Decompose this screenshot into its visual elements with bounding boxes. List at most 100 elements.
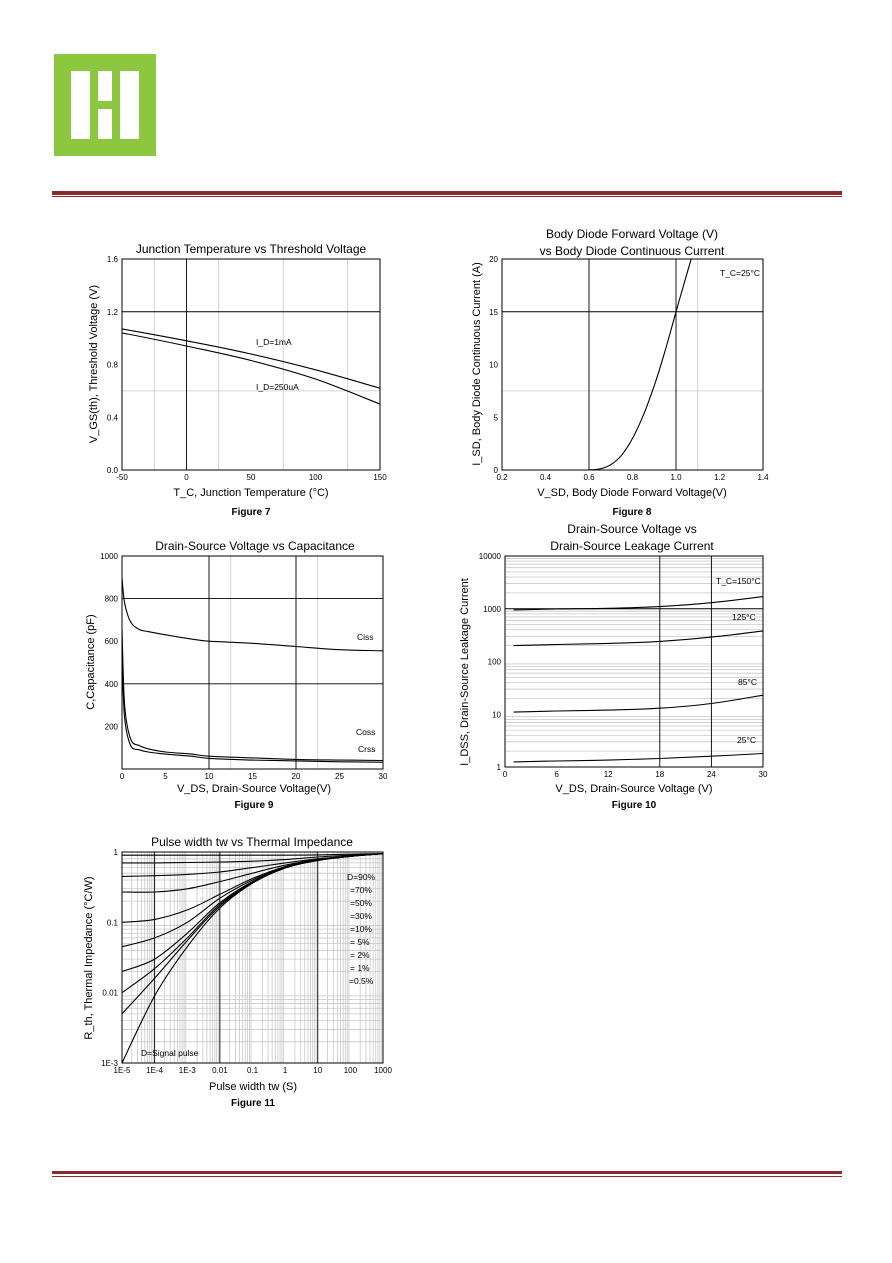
y-axis-label: R_th, Thermal Impedance (°C/W) bbox=[83, 876, 95, 1039]
y-tick-label: 200 bbox=[105, 722, 119, 731]
x-axis-label: V_DS, Drain-Source Voltage(V) bbox=[177, 783, 331, 795]
y-ticks: 1 10 100 1000 10000 bbox=[479, 552, 502, 772]
figure-label: Figure 11 bbox=[231, 1098, 275, 1109]
annotation: Coss bbox=[356, 727, 375, 737]
x-tick-label: 1E-3 bbox=[179, 1066, 196, 1075]
x-tick-label: 6 bbox=[554, 770, 559, 779]
x-tick-label: 150 bbox=[373, 473, 387, 482]
y-tick-label: 100 bbox=[488, 658, 502, 667]
series-line bbox=[121, 328, 381, 389]
x-tick-label: 1.0 bbox=[670, 473, 682, 482]
x-tick-label: 20 bbox=[292, 772, 301, 781]
series-line bbox=[121, 853, 384, 1015]
x-tick-label: -50 bbox=[116, 473, 128, 482]
curves bbox=[121, 328, 381, 405]
y-tick-label: 10 bbox=[489, 361, 498, 370]
curves bbox=[121, 577, 384, 763]
y-tick-label: 600 bbox=[105, 637, 119, 646]
x-tick-label: 50 bbox=[247, 473, 256, 482]
annotation: T_C=150°C bbox=[716, 576, 761, 586]
annotation: T_C=25°C bbox=[720, 268, 760, 278]
grid bbox=[502, 259, 763, 470]
y-tick-label: 0.8 bbox=[107, 361, 119, 370]
curves bbox=[513, 596, 764, 763]
y-tick-label: 0 bbox=[494, 466, 499, 475]
x-ticks: 1E-5 1E-4 1E-3 0.01 0.1 1 10 100 1000 bbox=[114, 1066, 393, 1075]
annotation: = 5% bbox=[350, 937, 370, 947]
y-tick-label: 0.0 bbox=[107, 466, 119, 475]
annotation: =50% bbox=[350, 898, 372, 908]
x-tick-label: 0.2 bbox=[496, 473, 508, 482]
y-tick-label: 0.01 bbox=[102, 989, 118, 998]
x-tick-label: 1E-4 bbox=[146, 1066, 163, 1075]
y-ticks: 1E-3 0.01 0.1 1 bbox=[101, 848, 118, 1068]
grid bbox=[505, 556, 763, 767]
y-tick-label: 15 bbox=[489, 308, 498, 317]
annotation: D=90% bbox=[347, 872, 376, 882]
figure-label: Figure 10 bbox=[612, 800, 657, 811]
x-axis-label: V_DS, Drain-Source Voltage (V) bbox=[555, 783, 712, 795]
x-tick-label: 0 bbox=[120, 772, 125, 781]
y-tick-label: 10000 bbox=[479, 552, 502, 561]
figure-label: Figure 8 bbox=[613, 507, 652, 518]
x-tick-label: 0.01 bbox=[212, 1066, 228, 1075]
plot-frame bbox=[504, 555, 764, 768]
x-tick-label: 30 bbox=[759, 770, 768, 779]
x-axis-label: Pulse width tw (S) bbox=[209, 1081, 297, 1093]
x-tick-label: 5 bbox=[163, 772, 168, 781]
annotation: I_D=250uA bbox=[256, 382, 299, 392]
y-tick-label: 1 bbox=[114, 848, 119, 857]
series-line bbox=[121, 853, 384, 923]
x-tick-label: 24 bbox=[707, 770, 716, 779]
y-tick-label: 20 bbox=[489, 255, 498, 264]
x-tick-label: 0.6 bbox=[583, 473, 595, 482]
x-tick-label: 0.1 bbox=[247, 1066, 259, 1075]
annotation: = 1% bbox=[350, 963, 370, 973]
series-line bbox=[588, 258, 692, 471]
chart-title: Drain-Source Voltage vs Capacitance bbox=[155, 539, 355, 553]
annotation: 85°C bbox=[738, 677, 757, 687]
annotation: D=Signal pulse bbox=[141, 1048, 199, 1058]
y-ticks: 200 400 600 800 1000 bbox=[100, 552, 118, 731]
x-tick-label: 30 bbox=[379, 772, 388, 781]
x-tick-label: 0 bbox=[184, 473, 189, 482]
y-tick-label: 1.2 bbox=[107, 308, 119, 317]
x-tick-label: 10 bbox=[313, 1066, 322, 1075]
series-line bbox=[513, 752, 764, 763]
company-logo bbox=[54, 54, 156, 156]
x-ticks: -50 0 50 100 150 bbox=[116, 473, 387, 482]
footer-divider-thin bbox=[52, 1176, 842, 1177]
y-tick-label: 5 bbox=[494, 413, 499, 422]
y-tick-label: 1E-3 bbox=[101, 1059, 118, 1068]
annotation: 25°C bbox=[737, 735, 756, 745]
chart-title-line-1: Body Diode Forward Voltage (V) bbox=[546, 227, 718, 241]
figure-label: Figure 9 bbox=[235, 800, 274, 811]
series-line bbox=[121, 658, 384, 763]
series-line bbox=[121, 332, 381, 405]
y-ticks: 0.0 0.4 0.8 1.2 1.6 bbox=[107, 255, 119, 475]
x-tick-label: 12 bbox=[604, 770, 613, 779]
grid bbox=[122, 259, 380, 470]
annotation: = 2% bbox=[350, 950, 370, 960]
annotation: Ciss bbox=[357, 632, 374, 642]
series-line bbox=[513, 630, 764, 647]
series-line bbox=[121, 577, 384, 652]
plot-frame bbox=[121, 258, 381, 471]
y-tick-label: 0.1 bbox=[107, 918, 119, 927]
series-line bbox=[121, 853, 384, 973]
x-tick-label: 15 bbox=[248, 772, 257, 781]
x-tick-label: 1E-5 bbox=[114, 1066, 131, 1075]
annotation: 125°C bbox=[732, 612, 756, 622]
chart-title: Junction Temperature vs Threshold Voltag… bbox=[136, 242, 367, 256]
y-tick-label: 0.4 bbox=[107, 413, 119, 422]
y-tick-label: 10 bbox=[492, 710, 501, 719]
x-tick-label: 100 bbox=[344, 1066, 358, 1075]
x-tick-label: 0.8 bbox=[627, 473, 639, 482]
chart-title-line-2: Drain-Source Leakage Current bbox=[550, 539, 714, 553]
x-tick-label: 1.4 bbox=[757, 473, 769, 482]
x-tick-label: 10 bbox=[205, 772, 214, 781]
y-axis-label: C,Capacitance (pF) bbox=[85, 614, 97, 709]
series-line bbox=[121, 853, 384, 864]
x-tick-label: 100 bbox=[309, 473, 323, 482]
